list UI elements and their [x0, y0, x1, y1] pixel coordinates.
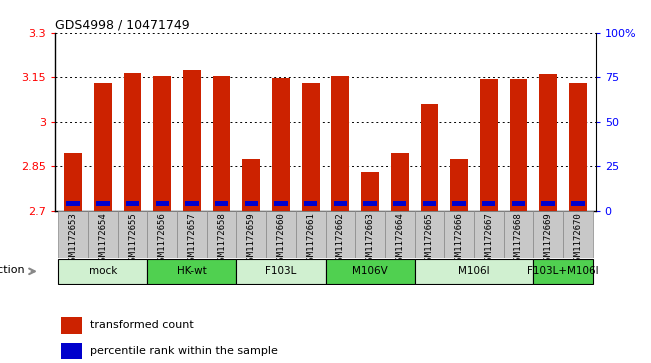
Bar [186, 201, 199, 207]
Bar [304, 201, 317, 207]
Bar [59, 211, 88, 258]
Bar [207, 211, 236, 258]
Bar [539, 74, 557, 211]
Text: F103L: F103L [265, 266, 297, 276]
Bar [326, 211, 355, 258]
Bar [96, 201, 109, 207]
Bar [296, 211, 326, 258]
Text: infection: infection [0, 265, 25, 275]
Text: GSM1172653: GSM1172653 [68, 212, 77, 266]
Bar [510, 79, 527, 211]
Bar [61, 317, 82, 334]
Text: GSM1172654: GSM1172654 [98, 212, 107, 266]
Bar [421, 104, 438, 211]
Text: GDS4998 / 10471749: GDS4998 / 10471749 [55, 19, 190, 32]
Bar [94, 83, 112, 211]
Bar [183, 70, 201, 211]
Bar [61, 343, 82, 359]
Bar [274, 201, 288, 207]
Bar [422, 201, 436, 207]
Text: GSM1172659: GSM1172659 [247, 212, 256, 266]
Text: GSM1172656: GSM1172656 [158, 212, 167, 266]
Text: M106V: M106V [352, 266, 388, 276]
Bar [64, 153, 82, 211]
Bar [147, 259, 236, 284]
Bar [66, 201, 80, 207]
Bar [153, 76, 171, 211]
Text: GSM1172661: GSM1172661 [306, 212, 315, 266]
Text: GSM1172665: GSM1172665 [425, 212, 434, 266]
Bar [391, 153, 409, 211]
Bar [533, 211, 563, 258]
Text: GSM1172655: GSM1172655 [128, 212, 137, 266]
Bar [512, 201, 525, 207]
Bar [118, 211, 147, 258]
Bar [355, 211, 385, 258]
Bar [533, 259, 592, 284]
Bar [326, 259, 415, 284]
Bar [450, 159, 468, 211]
Bar [124, 73, 141, 211]
Text: GSM1172666: GSM1172666 [454, 212, 464, 266]
Bar [213, 76, 230, 211]
Text: percentile rank within the sample: percentile rank within the sample [90, 346, 279, 356]
Bar [504, 211, 533, 258]
Text: GSM1172668: GSM1172668 [514, 212, 523, 266]
Text: GSM1172657: GSM1172657 [187, 212, 197, 266]
Bar [571, 201, 585, 207]
Bar [361, 172, 379, 211]
Text: mock: mock [89, 266, 117, 276]
Text: GSM1172658: GSM1172658 [217, 212, 226, 266]
Text: HK-wt: HK-wt [177, 266, 207, 276]
Bar [272, 78, 290, 211]
Bar [59, 259, 147, 284]
Bar [236, 211, 266, 258]
Bar [385, 211, 415, 258]
Bar [242, 159, 260, 211]
Text: GSM1172662: GSM1172662 [336, 212, 345, 266]
Bar [88, 211, 118, 258]
Bar [156, 201, 169, 207]
Bar [331, 76, 349, 211]
Bar [480, 79, 498, 211]
Bar [569, 83, 587, 211]
Bar [236, 259, 326, 284]
Bar [266, 211, 296, 258]
Bar [542, 201, 555, 207]
Bar [215, 201, 229, 207]
Bar [177, 211, 207, 258]
Bar [393, 201, 406, 207]
Bar [302, 83, 320, 211]
Text: transformed count: transformed count [90, 321, 194, 330]
Text: F103L+M106I: F103L+M106I [527, 266, 599, 276]
Bar [415, 211, 444, 258]
Bar [126, 201, 139, 207]
Bar [444, 211, 474, 258]
Text: GSM1172670: GSM1172670 [574, 212, 583, 266]
Text: GSM1172664: GSM1172664 [395, 212, 404, 266]
Text: M106I: M106I [458, 266, 490, 276]
Bar [334, 201, 347, 207]
Bar [482, 201, 495, 207]
Bar [363, 201, 377, 207]
Text: GSM1172669: GSM1172669 [544, 212, 553, 266]
Bar [245, 201, 258, 207]
Text: GSM1172663: GSM1172663 [365, 212, 374, 266]
Bar [563, 211, 592, 258]
Bar [415, 259, 533, 284]
Bar [452, 201, 465, 207]
Text: GSM1172660: GSM1172660 [277, 212, 286, 266]
Bar [147, 211, 177, 258]
Bar [474, 211, 504, 258]
Text: GSM1172667: GSM1172667 [484, 212, 493, 266]
